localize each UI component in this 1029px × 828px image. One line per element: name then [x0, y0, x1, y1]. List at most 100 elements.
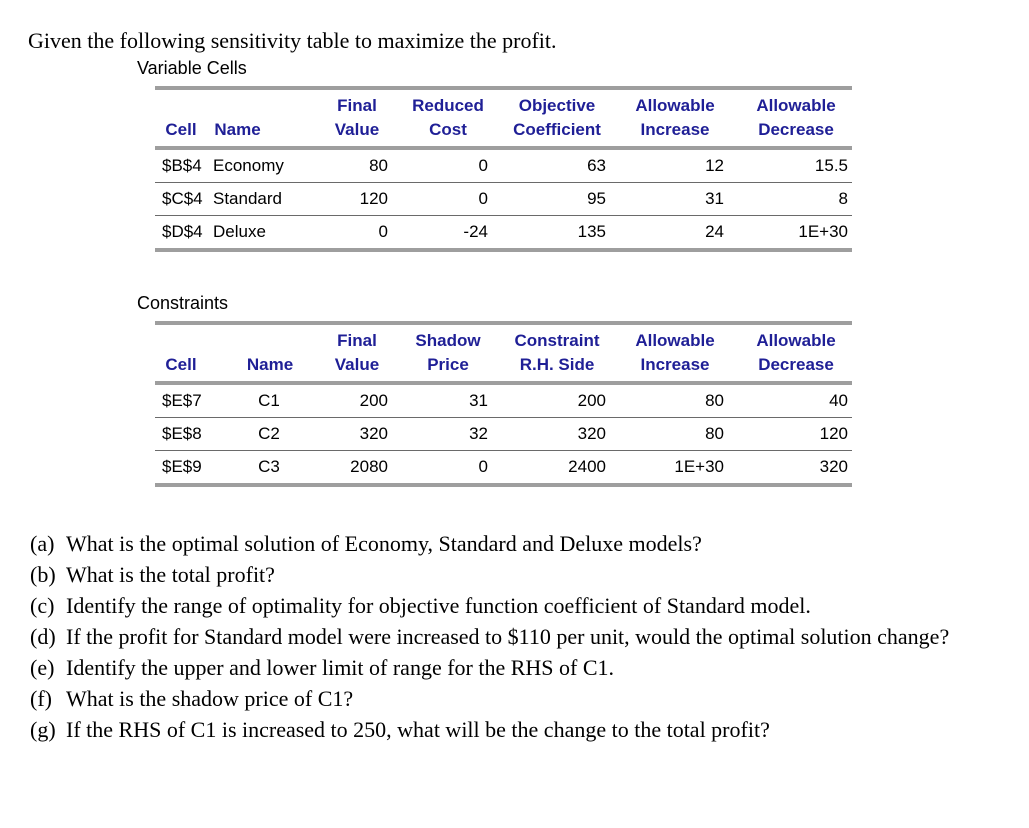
column-header-cell: Cell: [155, 353, 207, 385]
variable-cells-header-row-1: Final Reduced Objective Allowable Allowa…: [155, 86, 852, 118]
objective-coefficient: 95: [492, 182, 610, 216]
question-text: If the RHS of C1 is increased to 250, wh…: [66, 717, 770, 742]
column-header-allowable-inc: Allowable: [610, 321, 728, 353]
question-text: Identify the range of optimality for obj…: [66, 593, 811, 618]
column-header-spacer: [155, 321, 207, 353]
column-header-name: Name: [207, 353, 310, 385]
cell-ref: $B$4: [155, 148, 207, 183]
variable-cells-row: $B$4 Economy 80 0 63 12 15.5: [155, 148, 852, 183]
constraints-header-row-1: Final Shadow Constraint Allowable Allowa…: [155, 321, 852, 353]
column-header-cell: Cell: [155, 118, 207, 150]
column-header-final: Final: [310, 86, 392, 118]
question-label: (e): [30, 655, 55, 680]
shadow-price: 31: [392, 383, 492, 418]
column-header-value: Value: [310, 353, 392, 385]
question-item: (f) What is the shadow price of C1?: [30, 683, 1020, 714]
column-header-rhs: R.H. Side: [492, 353, 610, 385]
model-name: Deluxe: [207, 215, 310, 252]
variable-cells-row: $D$4 Deluxe 0 -24 135 24 1E+30: [155, 215, 852, 252]
reduced-cost: 0: [392, 148, 492, 183]
column-header-decrease: Decrease: [728, 353, 852, 385]
constraints-row: $E$9 C3 2080 0 2400 1E+30 320: [155, 450, 852, 487]
question-item: (g) If the RHS of C1 is increased to 250,…: [30, 714, 1020, 745]
shadow-price: 32: [392, 417, 492, 451]
allowable-increase: 24: [610, 215, 728, 252]
allowable-decrease: 8: [728, 182, 852, 216]
intro-text: Given the following sensitivity table to…: [28, 28, 557, 53]
column-header-spacer: [207, 86, 310, 118]
column-header-final: Final: [310, 321, 392, 353]
constraint-rhs: 200: [492, 383, 610, 418]
column-header-allowable-dec: Allowable: [728, 321, 852, 353]
question-label: (c): [30, 593, 55, 618]
column-header-reduced: Reduced: [392, 86, 492, 118]
column-header-value: Value: [310, 118, 392, 150]
cell-ref: $E$7: [155, 383, 207, 418]
final-value: 120: [310, 182, 392, 216]
final-value: 320: [310, 417, 392, 451]
constraint-rhs: 320: [492, 417, 610, 451]
variable-cells-row: $C$4 Standard 120 0 95 31 8: [155, 182, 852, 216]
constraint-name: C3: [207, 450, 310, 487]
cell-ref: $D$4: [155, 215, 207, 252]
question-text: If the profit for Standard model were in…: [66, 624, 950, 649]
final-value: 200: [310, 383, 392, 418]
variable-cells-table: Final Reduced Objective Allowable Allowa…: [155, 86, 852, 252]
allowable-decrease: 120: [728, 417, 852, 451]
column-header-decrease: Decrease: [728, 118, 852, 150]
allowable-decrease: 1E+30: [728, 215, 852, 252]
objective-coefficient: 135: [492, 215, 610, 252]
column-header-increase: Increase: [610, 118, 728, 150]
shadow-price: 0: [392, 450, 492, 487]
question-text: What is the shadow price of C1?: [66, 686, 354, 711]
column-header-coefficient: Coefficient: [492, 118, 610, 150]
allowable-increase: 1E+30: [610, 450, 728, 487]
column-header-spacer: [155, 86, 207, 118]
column-header-cost: Cost: [392, 118, 492, 150]
question-text: What is the total profit?: [66, 562, 275, 587]
allowable-increase: 12: [610, 148, 728, 183]
question-item: (b) What is the total profit?: [30, 559, 1020, 590]
column-header-allowable-inc: Allowable: [610, 86, 728, 118]
question-label: (g): [30, 717, 56, 742]
constraints-table: Final Shadow Constraint Allowable Allowa…: [155, 321, 852, 487]
allowable-decrease: 40: [728, 383, 852, 418]
constraints-header-row-2: Cell Name Value Price R.H. Side Increase…: [155, 353, 852, 385]
column-header-spacer: [207, 321, 310, 353]
constraints-row: $E$7 C1 200 31 200 80 40: [155, 383, 852, 418]
column-header-increase: Increase: [610, 353, 728, 385]
cell-ref: $E$9: [155, 450, 207, 487]
allowable-decrease: 15.5: [728, 148, 852, 183]
column-header-shadow: Shadow: [392, 321, 492, 353]
question-label: (b): [30, 562, 56, 587]
constraint-rhs: 2400: [492, 450, 610, 487]
column-header-objective: Objective: [492, 86, 610, 118]
objective-coefficient: 63: [492, 148, 610, 183]
cell-ref: $E$8: [155, 417, 207, 451]
reduced-cost: 0: [392, 182, 492, 216]
question-item: (d) If the profit for Standard model were…: [30, 621, 1020, 652]
question-label: (f): [30, 686, 52, 711]
question-item: (c) Identify the range of optimality for …: [30, 590, 1020, 621]
question-item: (a) What is the optimal solution of Econo…: [30, 528, 1020, 559]
constraint-name: C1: [207, 383, 310, 418]
column-header-allowable-dec: Allowable: [728, 86, 852, 118]
reduced-cost: -24: [392, 215, 492, 252]
variable-cells-label: Variable Cells: [137, 58, 247, 78]
model-name: Standard: [207, 182, 310, 216]
column-header-price: Price: [392, 353, 492, 385]
final-value: 2080: [310, 450, 392, 487]
column-header-name: Name: [207, 118, 310, 150]
allowable-increase: 80: [610, 417, 728, 451]
model-name: Economy: [207, 148, 310, 183]
question-label: (a): [30, 531, 55, 556]
allowable-increase: 31: [610, 182, 728, 216]
final-value: 0: [310, 215, 392, 252]
constraint-name: C2: [207, 417, 310, 451]
constraints-label: Constraints: [137, 293, 229, 313]
cell-ref: $C$4: [155, 182, 207, 216]
variable-cells-header-row-2: Cell Name Value Cost Coefficient Increas…: [155, 118, 852, 150]
question-text: What is the optimal solution of Economy,…: [66, 531, 702, 556]
allowable-decrease: 320: [728, 450, 852, 487]
